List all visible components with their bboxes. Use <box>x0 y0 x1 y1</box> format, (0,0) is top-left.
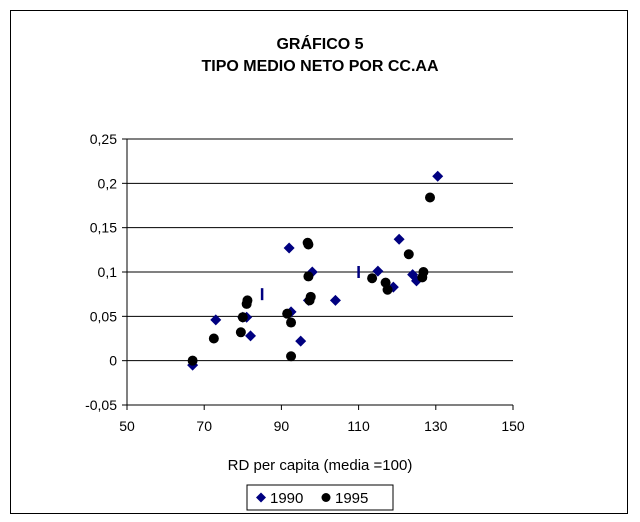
y-tick-label: 0 <box>109 353 117 369</box>
data-point-1995 <box>303 271 314 282</box>
scatter-chart: GRÁFICO 5 TIPO MEDIO NETO POR CC.AA -0,05… <box>85 34 525 511</box>
data-point-1990 <box>210 314 222 326</box>
data-point-1995 <box>403 249 414 260</box>
legend-marker-1995 <box>321 493 331 502</box>
x-tick-label: 50 <box>119 418 135 434</box>
legend-label: 1990 <box>270 490 303 507</box>
data-point-1995 <box>303 239 314 250</box>
chart-title-line: GRÁFICO 5 <box>276 34 363 53</box>
x-tick-label: 130 <box>424 418 448 434</box>
data-point-1995 <box>286 351 297 362</box>
y-tick-label: 0,05 <box>90 308 117 324</box>
data-point-1995 <box>425 192 436 203</box>
data-point-1995 <box>367 273 378 284</box>
data-point-1995 <box>282 308 293 319</box>
y-tick-label: 0,2 <box>98 175 118 191</box>
y-tick-label: 0,25 <box>90 131 117 147</box>
data-point-1990 <box>329 294 341 306</box>
x-tick-label: 110 <box>347 418 370 434</box>
x-tick-label: 150 <box>501 418 525 434</box>
axes: -0,05 0 0,05 0,1 0,15 0,2 0,25 50 70 90 110 130 150 R… <box>85 131 525 474</box>
data-point-1990 <box>245 330 257 342</box>
x-tick-label: 90 <box>274 418 290 434</box>
data-point-1995 <box>418 267 429 277</box>
data-point-1990 <box>372 265 384 277</box>
legend: 1990 1995 <box>246 484 394 511</box>
y-tick-label: 0,15 <box>90 220 117 236</box>
chart-title: GRÁFICO 5 TIPO MEDIO NETO POR CC.AA <box>201 34 439 75</box>
data-point-1995 <box>208 333 219 344</box>
data-point-1990 <box>393 233 405 245</box>
x-tick-label: 70 <box>196 418 212 434</box>
gridlines <box>127 138 513 406</box>
data-point-1995 <box>286 317 297 328</box>
data-point-1990 <box>432 170 444 182</box>
data-point-1995 <box>237 312 248 323</box>
legend-label: 1995 <box>335 490 368 507</box>
data-point-1995 <box>235 327 246 338</box>
data-points <box>187 170 444 371</box>
data-point-1995 <box>242 295 253 306</box>
data-point-1995 <box>187 355 198 366</box>
x-axis-title: RD per capita (media =100) <box>228 457 413 474</box>
data-point-1990 <box>283 242 295 254</box>
data-point-1995 <box>382 284 393 295</box>
legend-box <box>246 484 394 511</box>
chart-area: GRÁFICO 5 TIPO MEDIO NETO POR CC.AA -0,05… <box>10 10 628 514</box>
data-point-1990 <box>295 335 307 347</box>
chart-title-line: TIPO MEDIO NETO POR CC.AA <box>201 58 439 75</box>
y-tick-label: 0,1 <box>98 264 118 280</box>
y-tick-label: -0,05 <box>85 397 117 413</box>
data-point-1995 <box>305 291 316 302</box>
legend-marker-1990 <box>256 492 266 503</box>
